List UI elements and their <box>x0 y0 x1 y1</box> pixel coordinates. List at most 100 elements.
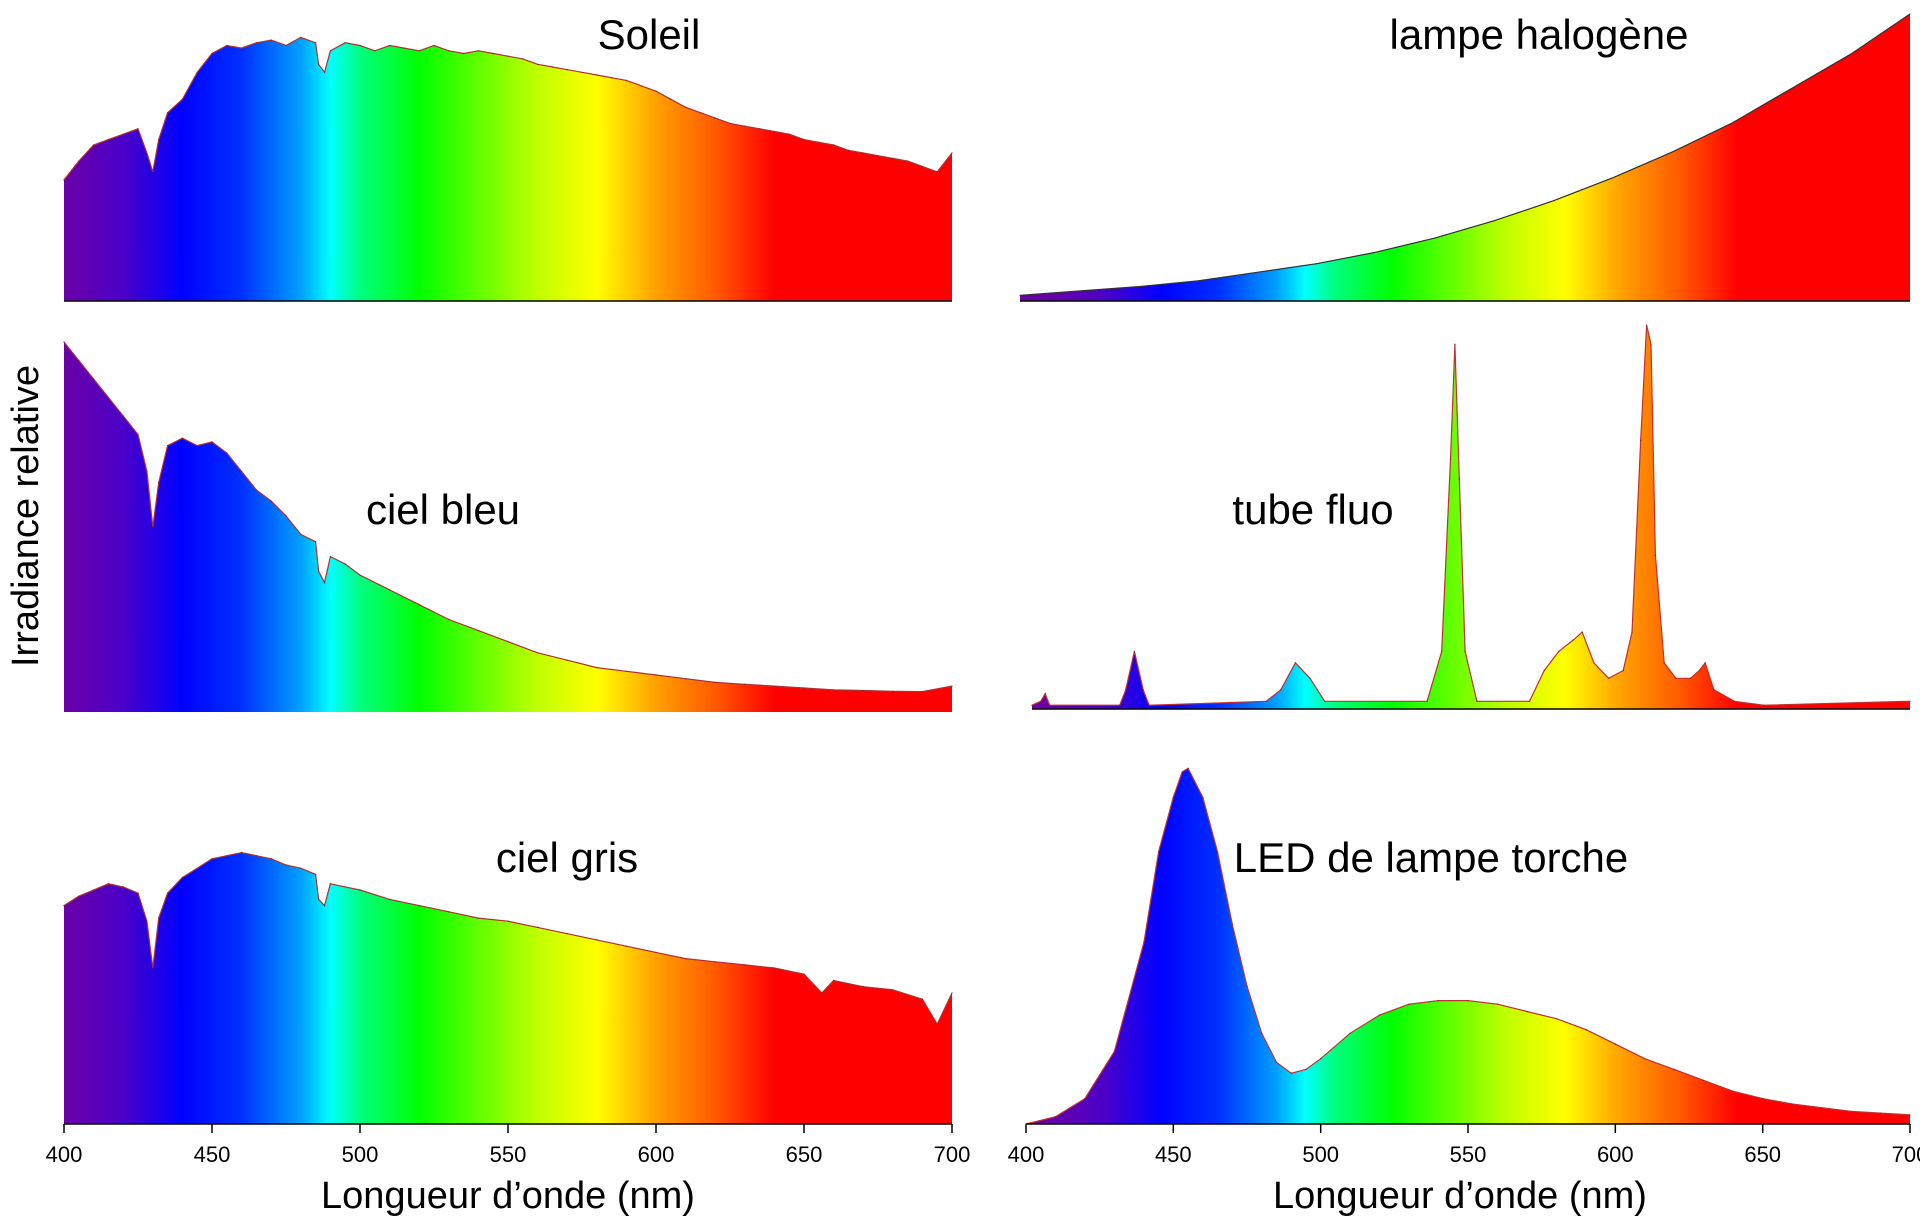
data-point-soleil-22 <box>329 50 331 52</box>
data-point-soleil-46 <box>685 106 687 108</box>
data-point-soleil-38 <box>566 69 568 71</box>
data-point-ciel_bleu-32 <box>596 667 598 669</box>
data-point-ciel_bleu-16 <box>270 500 272 502</box>
data-point-ciel_bleu-44 <box>951 685 953 687</box>
data-point-soleil-58 <box>862 152 864 154</box>
data-point-ciel_bleu-3 <box>107 396 109 399</box>
data-point-ciel_gris-30 <box>537 926 539 929</box>
data-point-led-32 <box>1762 1098 1764 1100</box>
data-point-tube_fluo-25 <box>1581 631 1583 633</box>
data-point-ciel_gris-23 <box>344 886 346 888</box>
data-point-soleil-7 <box>152 171 154 173</box>
data-point-soleil-34 <box>507 55 509 57</box>
spectrum-area-ciel-bleu <box>64 342 952 712</box>
data-point-led-35 <box>1850 1110 1852 1112</box>
data-point-soleil-59 <box>877 155 879 157</box>
data-point-ciel_gris-21 <box>323 905 326 907</box>
data-point-soleil-19 <box>315 42 317 44</box>
data-point-tube_fluo-0 <box>1031 704 1033 706</box>
data-point-soleil-44 <box>655 90 657 92</box>
spectrum-outline-tube-fluo <box>1031 324 1911 706</box>
data-point-ciel_gris-25 <box>389 898 391 901</box>
data-point-led-5 <box>1158 851 1160 853</box>
data-point-lampe_halogene-1 <box>1078 290 1080 292</box>
data-point-led-9 <box>1202 796 1204 798</box>
data-point-lampe_halogene-0 <box>1019 294 1021 296</box>
data-point-ciel_bleu-0 <box>63 341 65 343</box>
data-point-ciel_bleu-41 <box>862 689 864 692</box>
x-ticks-ciel-gris: 400 450 500 550 600 650 700 <box>46 1124 970 1167</box>
spectrum-outline-led <box>1025 767 1911 1125</box>
data-point-tube_fluo-35 <box>1675 677 1677 679</box>
x-tick-label-ciel_gris-600: 600 <box>638 1142 675 1167</box>
data-point-ciel_gris-46 <box>951 992 953 994</box>
data-point-ciel_bleu-33 <box>625 670 628 672</box>
data-point-tube_fluo-15 <box>1441 650 1443 653</box>
data-point-ciel_gris-12 <box>211 858 213 860</box>
x-tick-label-ciel_gris-400: 400 <box>46 1142 83 1167</box>
data-point-ciel_gris-43 <box>892 989 894 991</box>
data-point-lampe_halogene-3 <box>1197 280 1199 282</box>
data-point-tube_fluo-32 <box>1650 343 1652 345</box>
data-point-ciel_gris-45 <box>936 1023 938 1025</box>
data-point-soleil-5 <box>137 128 139 130</box>
data-point-ciel_gris-2 <box>93 889 95 891</box>
data-point-lampe_halogene-15 <box>1909 13 1911 15</box>
data-point-soleil-56 <box>833 144 835 146</box>
data-point-soleil-50 <box>744 125 746 127</box>
data-point-tube_fluo-21 <box>1528 700 1531 702</box>
data-point-led-13 <box>1261 1032 1263 1034</box>
data-point-lampe_halogene-7 <box>1434 237 1436 239</box>
data-point-soleil-48 <box>714 117 716 119</box>
data-point-soleil-32 <box>477 50 479 52</box>
data-point-soleil-54 <box>803 139 805 141</box>
data-point-ciel_gris-18 <box>300 867 302 869</box>
data-point-led-12 <box>1246 985 1248 987</box>
data-point-tube_fluo-8 <box>1148 704 1150 706</box>
data-point-ciel_gris-42 <box>862 986 864 988</box>
data-point-ciel_gris-17 <box>285 864 287 866</box>
data-point-led-33 <box>1791 1103 1793 1105</box>
data-point-soleil-16 <box>270 39 272 41</box>
data-point-tube_fluo-3 <box>1049 704 1051 706</box>
data-point-led-7 <box>1181 771 1183 773</box>
data-point-led-22 <box>1467 1000 1469 1002</box>
data-point-soleil-12 <box>211 52 213 55</box>
data-point-ciel_gris-4 <box>122 886 124 888</box>
x-tick-label-led-700: 700 <box>1892 1142 1920 1167</box>
data-point-soleil-25 <box>374 50 376 52</box>
data-point-led-37 <box>1909 1114 1911 1116</box>
data-point-soleil-49 <box>729 122 731 125</box>
data-point-ciel_bleu-29 <box>507 641 509 643</box>
data-point-ciel_bleu-12 <box>211 441 213 443</box>
data-point-soleil-39 <box>581 71 583 73</box>
data-point-ciel_bleu-28 <box>477 630 479 632</box>
data-point-tube_fluo-24 <box>1572 639 1574 641</box>
panel-tube-fluo: tube fluo <box>1031 324 1911 710</box>
data-point-led-29 <box>1673 1068 1675 1071</box>
data-point-ciel_bleu-18 <box>300 533 302 536</box>
data-point-ciel_bleu-7 <box>152 526 154 528</box>
data-point-ciel_gris-35 <box>685 958 687 960</box>
data-point-soleil-28 <box>418 50 420 52</box>
data-point-tube_fluo-26 <box>1593 662 1595 664</box>
data-point-soleil-17 <box>285 44 287 47</box>
data-point-led-20 <box>1408 1003 1410 1005</box>
data-point-led-17 <box>1320 1058 1322 1060</box>
data-point-soleil-47 <box>699 112 702 114</box>
data-point-ciel_gris-14 <box>241 852 243 854</box>
y-axis-label: Irradiance relative <box>5 365 47 667</box>
data-point-tube_fluo-41 <box>1763 704 1765 706</box>
data-point-ciel_bleu-30 <box>537 652 539 654</box>
panel-led: 400 450 500 550 600 650 700 LED de lampe torch… <box>1008 767 1920 1216</box>
data-point-tube_fluo-11 <box>1294 662 1296 664</box>
data-point-soleil-31 <box>463 52 465 55</box>
data-point-ciel_bleu-24 <box>359 574 361 576</box>
data-point-ciel_gris-5 <box>137 892 139 894</box>
data-point-led-23 <box>1496 1003 1499 1005</box>
data-point-led-21 <box>1437 1000 1440 1002</box>
data-point-ciel_gris-26 <box>418 905 420 907</box>
x-tick-label-led-450: 450 <box>1155 1142 1192 1167</box>
data-point-ciel_gris-13 <box>226 855 228 857</box>
data-point-soleil-64 <box>951 152 953 154</box>
